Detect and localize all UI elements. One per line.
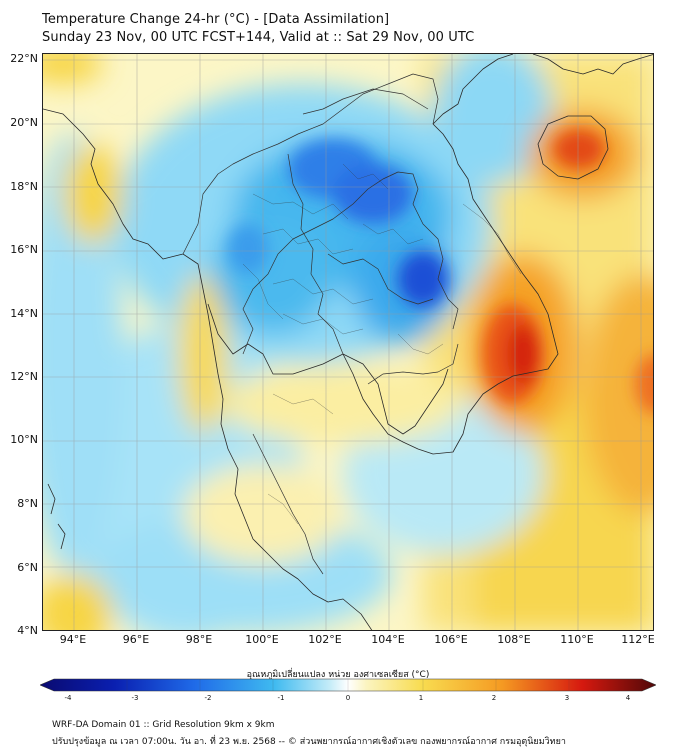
- lat-label-6: 6°N: [17, 561, 38, 574]
- lon-label-108: 108°E: [497, 633, 531, 646]
- temperature-change-map: [42, 53, 654, 631]
- graticule: [43, 54, 653, 630]
- temperature-field: [43, 54, 653, 630]
- lat-label-18: 18°N: [10, 180, 38, 193]
- colorbar-tick: 1: [418, 694, 424, 702]
- lat-label-10: 10°N: [10, 433, 38, 446]
- lon-label-96: 96°E: [122, 633, 150, 646]
- lon-label-94: 94°E: [59, 633, 87, 646]
- lon-label-112: 112°E: [621, 633, 655, 646]
- lat-label-14: 14°N: [10, 307, 38, 320]
- map-title: Temperature Change 24-hr (°C) - [Data As…: [42, 12, 390, 27]
- temperature-cores: [228, 129, 653, 414]
- colorbar-tick: 3: [564, 694, 570, 702]
- colorbar-tick: 0: [345, 694, 351, 702]
- footer-model-info: WRF-DA Domain 01 :: Grid Resolution 9km …: [52, 720, 275, 730]
- footer-credit: ปรับปรุงข้อมูล ณ เวลา 07:00น. วัน อา. ที…: [52, 737, 566, 747]
- lat-label-22: 22°N: [10, 52, 38, 65]
- colorbar-tick: -3: [131, 694, 139, 702]
- lon-label-100: 100°E: [245, 633, 279, 646]
- colorbar-title: อุณหภูมิเปลี่ยนแปลง หน่วย องศาเซลเซียส (…: [246, 670, 430, 680]
- colorbar-tick: -1: [277, 694, 285, 702]
- coastlines: [43, 54, 653, 630]
- lon-label-110: 110°E: [560, 633, 594, 646]
- lat-label-4: 4°N: [17, 624, 38, 637]
- province-borders: [242, 163, 522, 525]
- map-canvas: [43, 54, 653, 630]
- map-subtitle: Sunday 23 Nov, 00 UTC FCST+144, Valid at…: [42, 30, 475, 45]
- lon-label-98: 98°E: [185, 633, 213, 646]
- lat-label-20: 20°N: [10, 116, 38, 129]
- colorbar-tick: 4: [625, 694, 631, 702]
- lat-label-16: 16°N: [10, 243, 38, 256]
- colorbar-tick: -2: [204, 694, 212, 702]
- country-borders: [182, 73, 459, 575]
- lon-label-104: 104°E: [371, 633, 405, 646]
- lon-label-106: 106°E: [434, 633, 468, 646]
- lat-label-8: 8°N: [17, 497, 38, 510]
- lon-label-102: 102°E: [308, 633, 342, 646]
- colorbar-tick: 2: [491, 694, 497, 702]
- lat-label-12: 12°N: [10, 370, 38, 383]
- colorbar-tick: -4: [64, 694, 72, 702]
- colorbar: [40, 678, 656, 692]
